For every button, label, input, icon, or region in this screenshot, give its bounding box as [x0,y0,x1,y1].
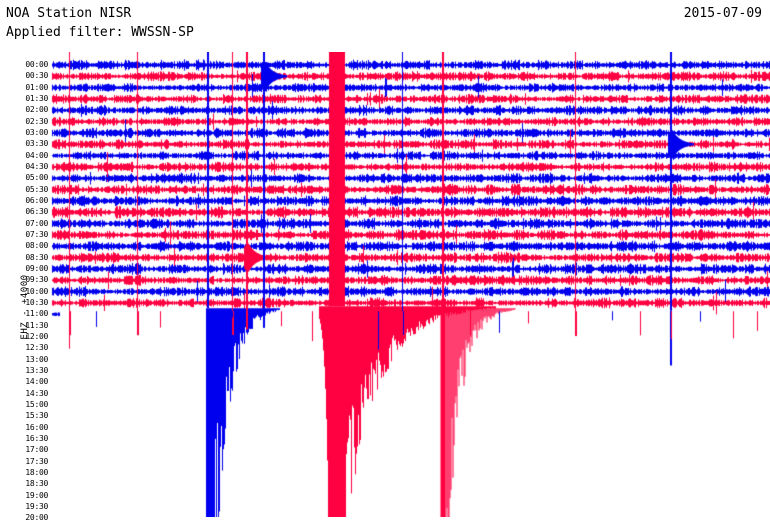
time-tick-1530: 15:30 [25,411,48,421]
time-tick-1500: 15:00 [25,399,48,409]
station-title: NOA Station NISR [6,6,132,21]
time-tick-1600: 16:00 [25,422,48,432]
time-tick-1100: 11:00 [25,309,48,319]
time-tick-1130: 11:30 [25,320,48,330]
time-tick-0900: 09:00 [25,263,48,273]
time-tick-1030: 10:30 [25,297,48,307]
time-tick-1200: 12:00 [25,331,48,341]
time-tick-1630: 16:30 [25,433,48,443]
time-tick-1900: 19:00 [25,490,48,500]
time-tick-0000: 00:00 [25,60,48,69]
time-tick-0600: 06:00 [25,195,48,205]
time-tick-1300: 13:00 [25,354,48,364]
time-tick-0830: 08:30 [25,252,48,262]
time-tick-1230: 12:30 [25,343,48,353]
header-left-text-block: NOA Station NISR Applied filter: WWSSN-S… [6,4,194,42]
time-tick-0700: 07:00 [25,218,48,228]
channel-scale-label: EHZ - +4000 [20,274,30,340]
header: NOA Station NISR Applied filter: WWSSN-S… [0,0,770,52]
time-tick-0930: 09:30 [25,275,48,285]
time-tick-1330: 13:30 [25,365,48,375]
time-tick-0200: 02:00 [25,105,48,115]
time-tick-1830: 18:30 [25,479,48,489]
time-tick-1730: 17:30 [25,456,48,466]
time-tick-0530: 05:30 [25,184,48,194]
time-tick-0100: 01:00 [25,82,48,92]
time-tick-0330: 03:30 [25,139,48,149]
time-tick-0030: 00:30 [25,71,48,81]
time-tick-0230: 02:30 [25,116,48,126]
applied-filter-label: Applied filter: WWSSN-SP [6,25,194,40]
time-tick-0500: 05:00 [25,173,48,183]
time-tick-0630: 06:30 [25,207,48,217]
time-tick-1400: 14:00 [25,377,48,387]
time-tick-0430: 04:30 [25,161,48,171]
time-tick-0730: 07:30 [25,229,48,239]
record-date: 2015-07-09 [683,6,762,21]
time-tick-0400: 04:00 [25,150,48,160]
time-tick-1430: 14:30 [25,388,48,398]
time-tick-0130: 01:30 [25,93,48,103]
time-tick-1930: 19:30 [25,501,48,511]
time-tick-1700: 17:00 [25,445,48,455]
time-tick-0300: 03:00 [25,127,48,137]
time-tick-1000: 10:00 [25,286,48,296]
time-tick-1800: 18:00 [25,467,48,477]
time-tick-0800: 08:00 [25,241,48,251]
seismogram-plot: 00:00 00:30 01:00 01:30 02:00 02:30 03:00 03:30… [0,52,770,522]
time-tick-2000: 20:00 [25,513,48,522]
seismogram-trace-canvas [0,52,770,517]
